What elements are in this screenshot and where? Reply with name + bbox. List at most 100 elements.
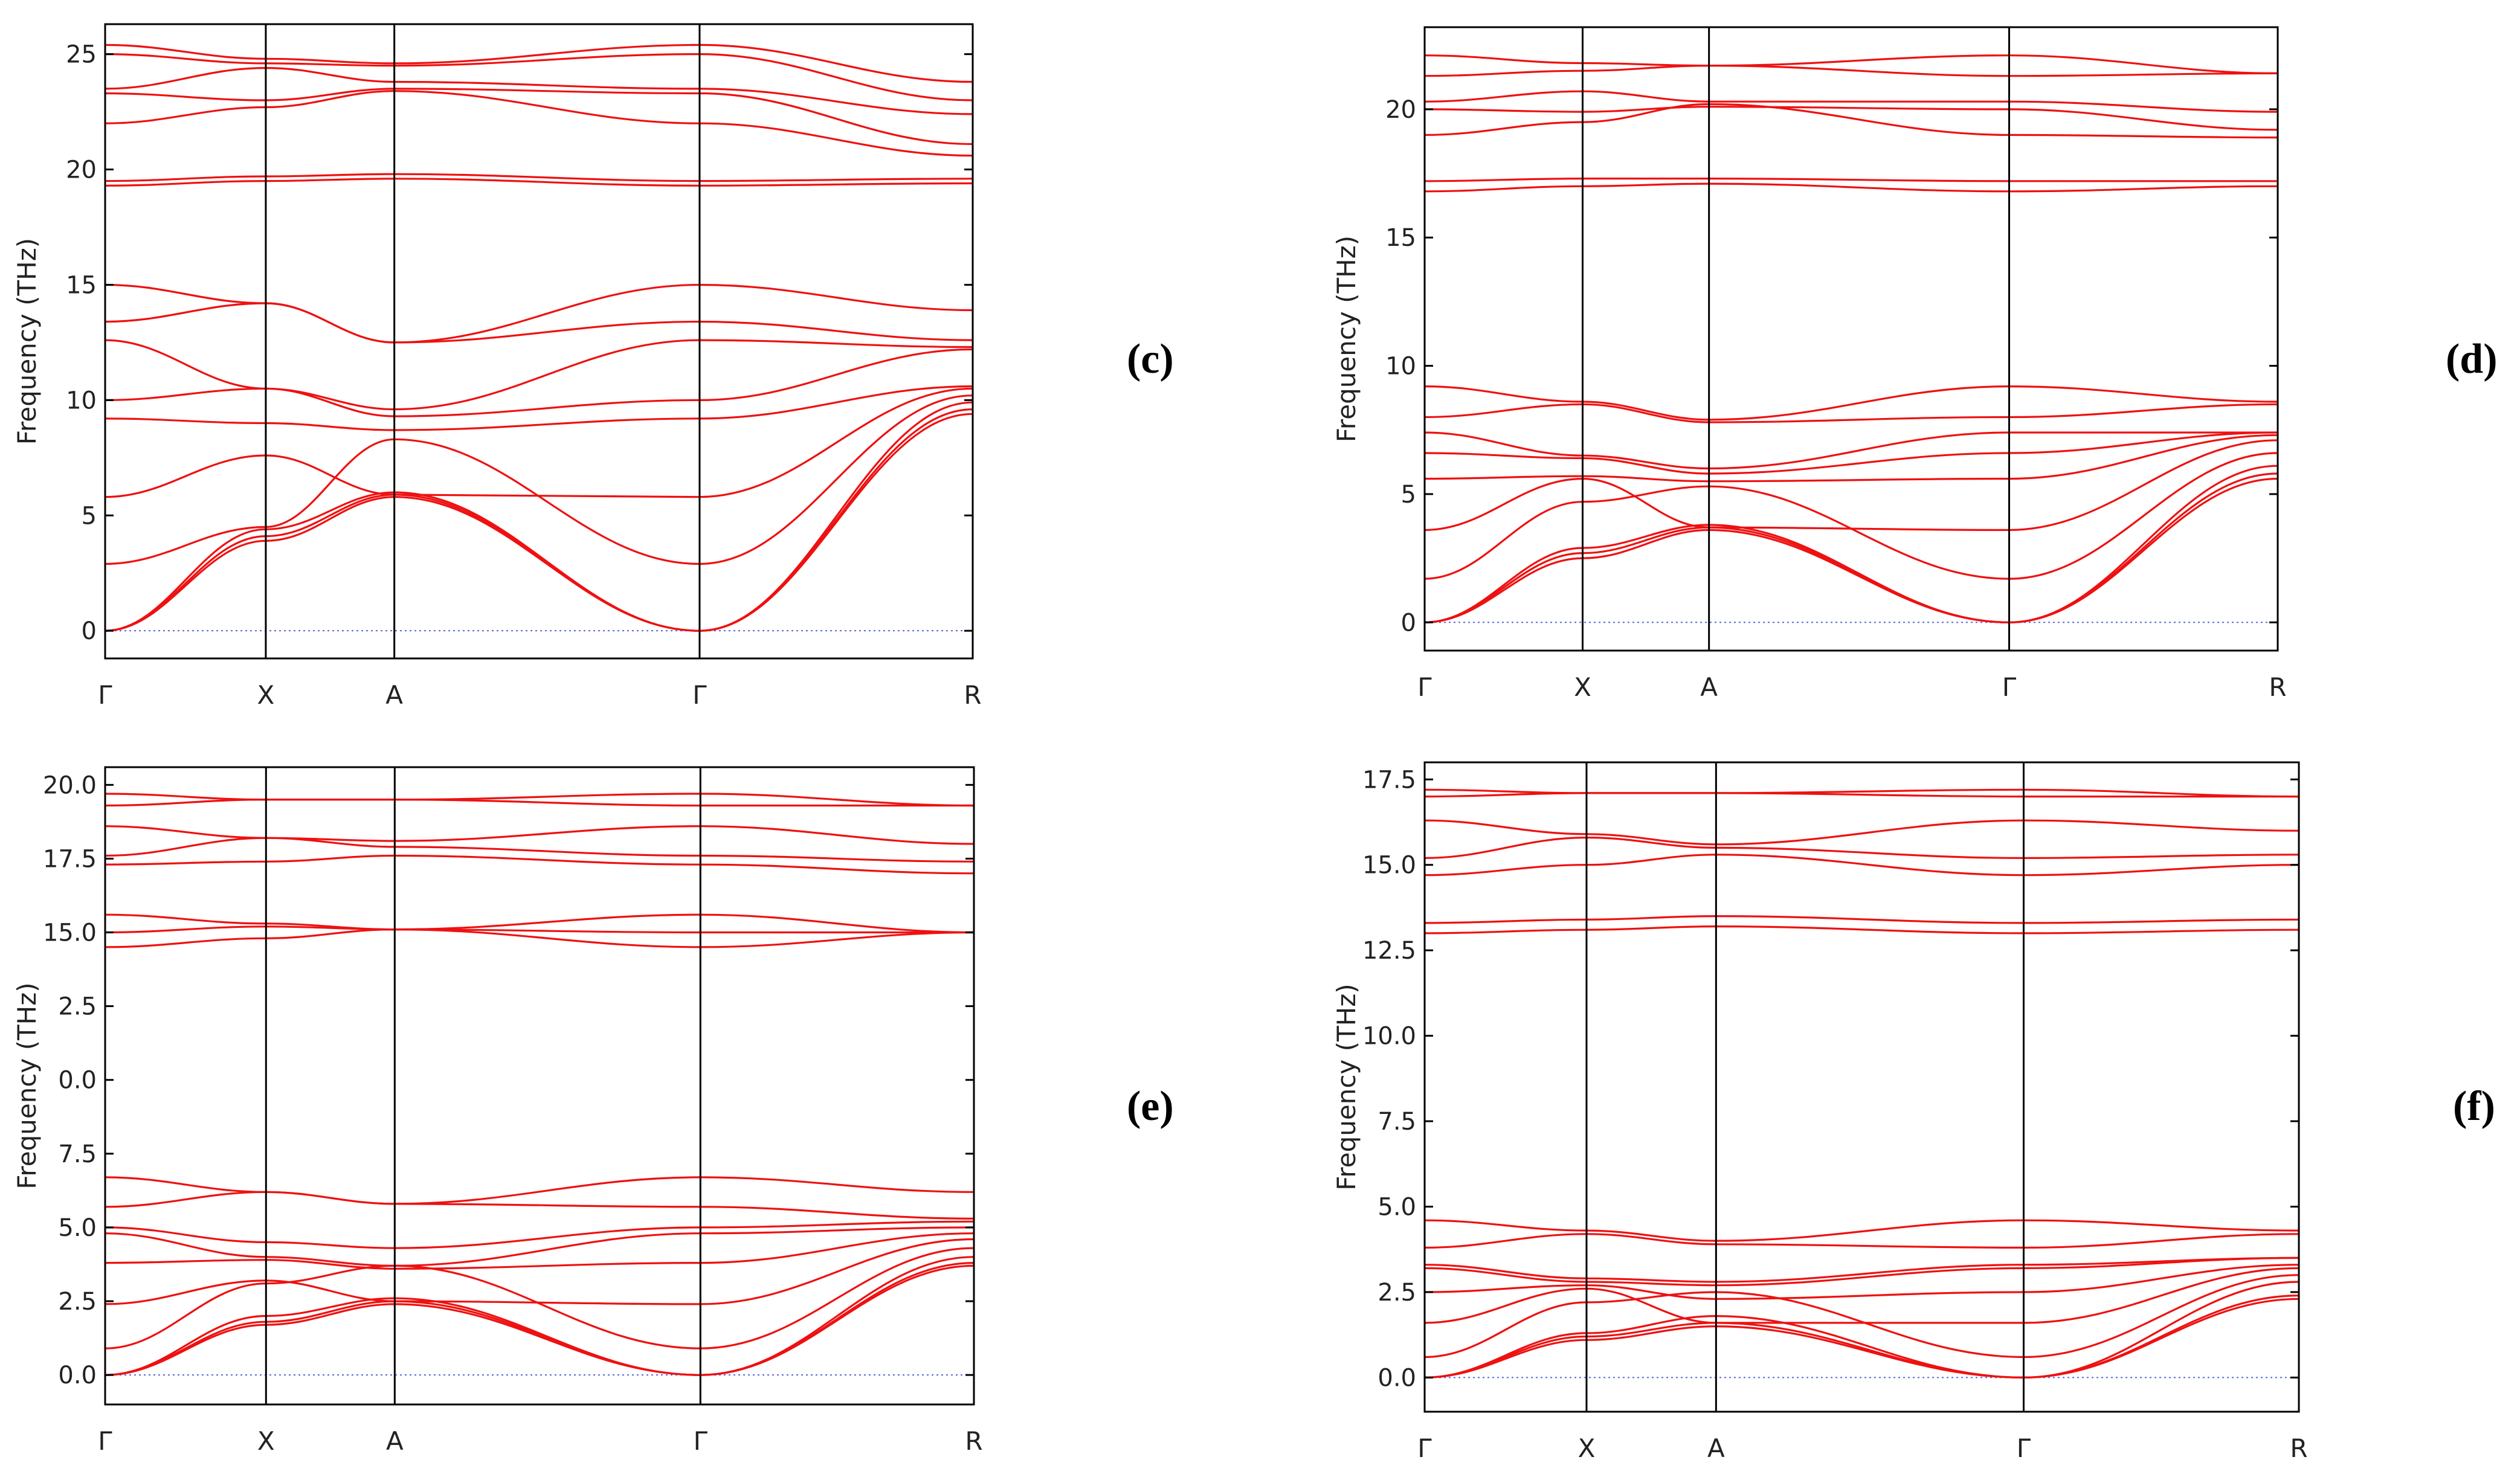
x-tick-label: R [2290, 1433, 2307, 1463]
y-axis-label: Frequency (THz) [12, 238, 42, 445]
x-tick-label: Γ [1417, 1433, 1432, 1463]
phonon-band [105, 339, 973, 411]
phonon-band [1424, 1264, 2299, 1300]
phonon-band [105, 925, 974, 934]
phonon-band [105, 1176, 975, 1205]
y-axis-label: Frequency (THz) [12, 982, 42, 1189]
phonon-band [1424, 472, 2278, 623]
x-tick-label: Γ [98, 680, 112, 710]
x-tick-label: X [1574, 672, 1591, 702]
phonon-band [105, 283, 973, 344]
phonon-band [105, 1256, 975, 1376]
phonon-band [1424, 465, 2278, 623]
phonon-band [1424, 915, 2299, 924]
phonon-band [1424, 1256, 2299, 1287]
y-tick-label: 0.0 [58, 1362, 97, 1389]
phonon-band [1424, 103, 2278, 139]
y-tick-label: 15.0 [1362, 852, 1416, 880]
y-tick-label: 2.5 [58, 993, 97, 1021]
phonon-band [1424, 178, 2278, 182]
x-tick-label: X [257, 680, 275, 710]
phonon-band [105, 1232, 975, 1270]
y-tick-label: 20.0 [43, 771, 97, 799]
phonon-band [1424, 819, 2299, 846]
x-tick-label: Γ [1417, 672, 1432, 702]
y-tick-label: 15 [1385, 224, 1416, 252]
plot-frame [1423, 26, 2279, 652]
phonon-band [105, 799, 974, 807]
chart-panel: 0.0 2.5 5.0 7.5 10.0 12.5 15.0 17.5 Γ X A Γ R Frequen… [1332, 761, 2308, 1463]
y-tick-label: 10.0 [1362, 1023, 1416, 1050]
x-tick-label: A [386, 1426, 404, 1456]
phonon-band [105, 825, 975, 845]
y-tick-label: 10 [66, 387, 97, 414]
y-tick-label: 0.0 [58, 1067, 97, 1095]
chart-panel: 0 5 10 15 20 25 Γ X A Γ R Frequency (THz) [12, 23, 982, 710]
x-tick-label: Γ [2017, 1433, 2031, 1463]
phonon-band [1424, 477, 2278, 623]
phonon-band [105, 66, 973, 115]
phonon-band [1424, 1233, 2299, 1249]
phonon-band [1424, 452, 2278, 580]
phonon-band [1424, 182, 2278, 193]
x-tick-label: X [257, 1426, 275, 1456]
panel-label-d: (d) [2446, 336, 2498, 382]
y-tick-label: 7.5 [1378, 1108, 1416, 1136]
y-tick-label: 5.0 [1378, 1194, 1416, 1221]
plot-frame [1423, 761, 2300, 1413]
phonon-band [105, 928, 975, 948]
phonon-band [1424, 403, 2278, 423]
x-tick-label: A [385, 680, 403, 710]
y-tick-label: 0.0 [1378, 1364, 1416, 1392]
y-tick-label: 5 [82, 502, 97, 530]
phonon-band [1424, 106, 2278, 131]
phonon-band [105, 793, 975, 807]
phonon-band [1424, 65, 2278, 77]
phonon-band [105, 88, 973, 146]
phonon-band [1424, 925, 2299, 935]
panel-label-f: (f) [2453, 1083, 2495, 1130]
x-tick-label: X [1578, 1433, 1596, 1463]
phonon-band [105, 1191, 975, 1220]
phonon-band [1424, 54, 2278, 74]
y-tick-label: 2.5 [1378, 1279, 1416, 1307]
phonon-band [105, 1220, 975, 1249]
y-tick-label: 5.0 [58, 1214, 97, 1242]
phonon-band [105, 854, 975, 875]
phonon-band [1424, 1298, 2299, 1379]
phonon-band [105, 1238, 975, 1305]
x-tick-label: A [1700, 672, 1718, 702]
y-tick-label: 5 [1401, 481, 1416, 509]
phonon-band [105, 348, 973, 417]
chart-panel: 0 5 10 15 20 Γ X A Γ R Frequency (THz) [1332, 26, 2287, 702]
x-tick-label: Γ [98, 1426, 112, 1456]
y-tick-label: 0 [1401, 609, 1416, 637]
phonon-band [1424, 854, 2299, 877]
y-tick-label: 12.5 [1362, 937, 1416, 965]
phonon-band [105, 178, 973, 187]
phonon-band [1424, 1267, 2299, 1324]
phonon-band [105, 1262, 975, 1376]
phonon-band [105, 1247, 975, 1349]
phonon-band [105, 1226, 975, 1267]
plot-frame [104, 766, 975, 1406]
y-tick-label: 17.5 [1362, 766, 1416, 794]
phonon-band [1424, 90, 2278, 113]
phonon-band [1424, 431, 2278, 475]
chart-panel: 0.0 2.5 5.0 7.5 0.0 2.5 15.0 17.5 20.0 Γ X A Γ R Frequ… [12, 766, 983, 1456]
phonon-band [1424, 385, 2278, 421]
phonon-band [105, 401, 973, 632]
phonon-band [105, 387, 973, 498]
y-tick-label: 25 [66, 41, 97, 69]
phonon-band [1424, 1256, 2299, 1283]
phonon-band [105, 90, 973, 157]
y-tick-label: 20 [1385, 96, 1416, 124]
y-tick-label: 15 [66, 271, 97, 299]
x-tick-label: R [964, 680, 981, 710]
phonon-band [1424, 431, 2278, 470]
y-tick-label: 10 [1385, 353, 1416, 381]
phonon-band [1424, 1274, 2299, 1359]
panel-label-c: (c) [1127, 336, 1174, 382]
phonon-band [105, 302, 973, 344]
